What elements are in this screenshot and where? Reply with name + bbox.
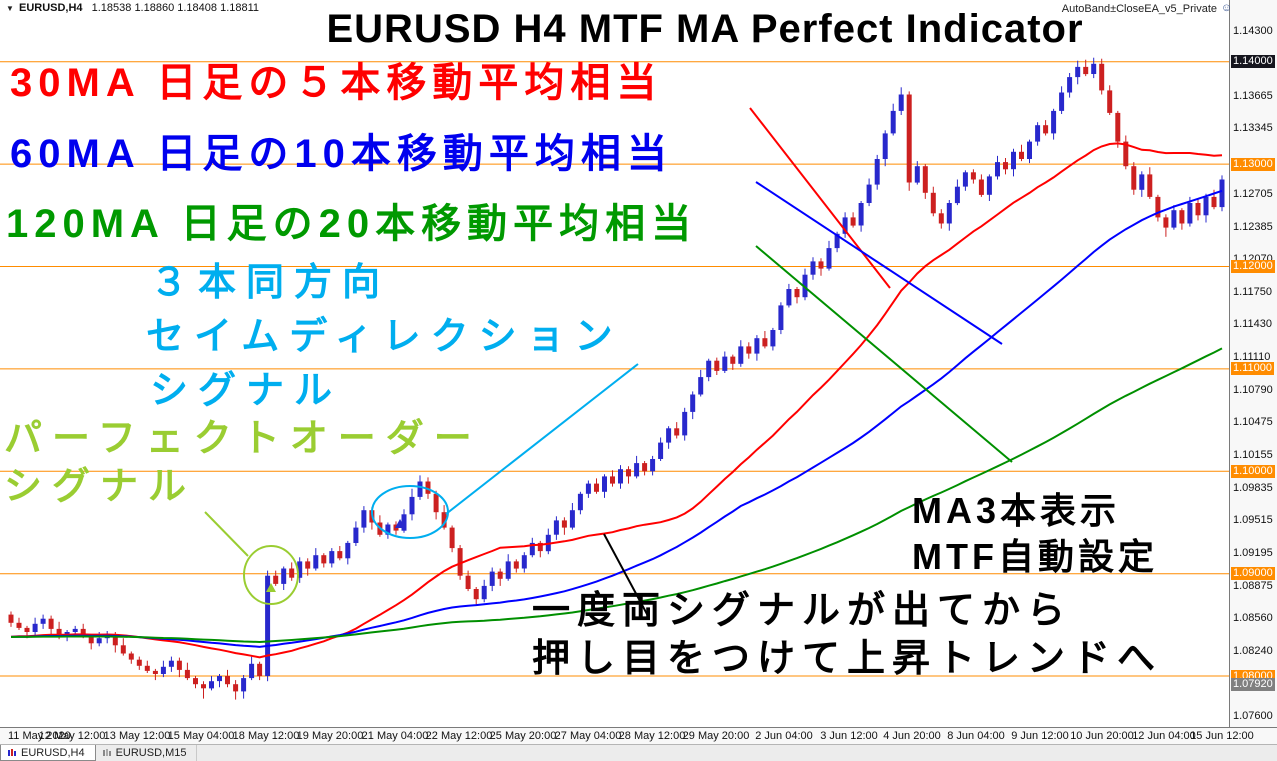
time-tick: 22 May 12:00 bbox=[425, 730, 493, 742]
time-tick: 11 May 2020 bbox=[8, 730, 71, 742]
price-tick: 1.09195 bbox=[1233, 547, 1273, 559]
chart-tab-icon bbox=[102, 749, 111, 756]
price-level-label: 1.10000 bbox=[1231, 465, 1275, 478]
price-level-label: 1.07920 bbox=[1231, 678, 1275, 691]
annotation-trend-note-line2: 押し目をつけて上昇トレンドへ bbox=[532, 638, 1163, 680]
price-tick: 1.14300 bbox=[1233, 25, 1273, 37]
annotation-mtf-auto: MTF自動設定 bbox=[912, 536, 1158, 577]
price-tick: 1.13345 bbox=[1233, 122, 1273, 134]
symbol-marker-icon: ▼ bbox=[6, 4, 14, 13]
price-tick: 1.11430 bbox=[1233, 318, 1272, 330]
price-tick: 1.09835 bbox=[1233, 482, 1273, 494]
price-tick: 1.12385 bbox=[1233, 221, 1273, 233]
annotation-same-direction-line1: ３本同方向 bbox=[150, 262, 391, 304]
time-tick: 15 Jun 12:00 bbox=[1190, 730, 1254, 742]
time-tick: 25 May 20:00 bbox=[489, 730, 557, 742]
annotation-perfect-order-line2: シグナル bbox=[4, 466, 197, 508]
price-level-label: 1.11000 bbox=[1231, 362, 1274, 375]
annotation-30ma: 30MA 日足の５本移動平均相当 bbox=[10, 61, 663, 105]
time-tick: 2 Jun 04:00 bbox=[755, 730, 813, 742]
time-tick: 28 May 12:00 bbox=[618, 730, 686, 742]
chart-title: EURUSD H4 MTF MA Perfect Indicator bbox=[326, 7, 1084, 51]
chart-tab-bar: EURUSD,H4 EURUSD,M15 bbox=[0, 744, 1277, 761]
time-tick: 10 Jun 20:00 bbox=[1070, 730, 1134, 742]
annotation-same-direction-line2: セイムディレクション bbox=[146, 316, 623, 358]
annotation-ma-display: MA3本表示 bbox=[912, 490, 1121, 531]
price-tick: 1.07600 bbox=[1233, 710, 1273, 722]
price-tick: 1.08560 bbox=[1233, 612, 1273, 624]
price-level-label: 1.12000 bbox=[1231, 260, 1275, 273]
time-tick: 3 Jun 12:00 bbox=[820, 730, 878, 742]
quote-bar: ▼ EURUSD,H4 1.18538 1.18860 1.18408 1.18… bbox=[6, 2, 259, 14]
time-axis[interactable]: 11 May 2020 12 May 12:00 13 May 12:00 15 Ma… bbox=[0, 727, 1277, 744]
tab-label: EURUSD,M15 bbox=[115, 747, 187, 759]
time-tick: 27 May 04:00 bbox=[554, 730, 622, 742]
ea-smiley-icon[interactable]: ☺ bbox=[1220, 2, 1233, 14]
price-tick: 1.08875 bbox=[1233, 580, 1273, 592]
price-tick: 1.10790 bbox=[1233, 384, 1273, 396]
tab-eurusd-m15[interactable]: EURUSD,M15 bbox=[96, 745, 198, 761]
ea-label: AutoBand±CloseEA_v5_Private ☺ bbox=[1062, 2, 1233, 15]
time-tick: 15 May 04:00 bbox=[167, 730, 235, 742]
annotation-same-direction-line3: シグナル bbox=[150, 370, 343, 412]
price-level-label: 1.14000 bbox=[1231, 55, 1275, 68]
price-tick: 1.09515 bbox=[1233, 514, 1273, 526]
price-level-label: 1.13000 bbox=[1231, 158, 1275, 171]
price-tick: 1.10155 bbox=[1233, 449, 1273, 461]
annotation-perfect-order-line1: パーフェクトオーダー bbox=[4, 418, 482, 460]
price-tick: 1.11110 bbox=[1233, 351, 1271, 363]
time-tick: 13 May 12:00 bbox=[103, 730, 171, 742]
symbol-timeframe: EURUSD,H4 bbox=[18, 2, 83, 14]
annotation-trend-note-line1: 一度両シグナルが出てから bbox=[532, 590, 1073, 632]
price-tick: 1.12705 bbox=[1233, 188, 1273, 200]
time-tick: 4 Jun 20:00 bbox=[883, 730, 941, 742]
ea-name: AutoBand±CloseEA_v5_Private bbox=[1061, 2, 1217, 15]
time-tick: 12 Jun 04:00 bbox=[1132, 730, 1196, 742]
annotation-120ma: 120MA 日足の20本移動平均相当 bbox=[6, 202, 698, 246]
price-tick: 1.10475 bbox=[1233, 416, 1273, 428]
time-tick: 8 Jun 04:00 bbox=[947, 730, 1005, 742]
tab-label: EURUSD,H4 bbox=[21, 746, 85, 759]
time-tick: 18 May 12:00 bbox=[232, 730, 300, 742]
time-tick: 12 May 12:00 bbox=[38, 730, 106, 742]
time-tick: 9 Jun 12:00 bbox=[1011, 730, 1069, 742]
price-level-label: 1.09000 bbox=[1231, 567, 1275, 580]
chart-tab-icon bbox=[8, 748, 16, 756]
time-tick: 19 May 20:00 bbox=[296, 730, 364, 742]
time-tick: 21 May 04:00 bbox=[361, 730, 429, 742]
tab-eurusd-h4[interactable]: EURUSD,H4 bbox=[0, 745, 96, 761]
annotation-60ma: 60MA 日足の10本移動平均相当 bbox=[10, 132, 673, 176]
ohlc-values: 1.18538 1.18860 1.18408 1.18811 bbox=[91, 2, 260, 14]
time-tick: 29 May 20:00 bbox=[682, 730, 750, 742]
price-tick: 1.13665 bbox=[1233, 90, 1273, 102]
price-tick: 1.11750 bbox=[1233, 286, 1272, 298]
price-tick: 1.08240 bbox=[1233, 645, 1273, 657]
price-axis[interactable]: 1.14300 1.13665 1.13345 1.12705 1.12385 1.120… bbox=[1229, 0, 1277, 727]
